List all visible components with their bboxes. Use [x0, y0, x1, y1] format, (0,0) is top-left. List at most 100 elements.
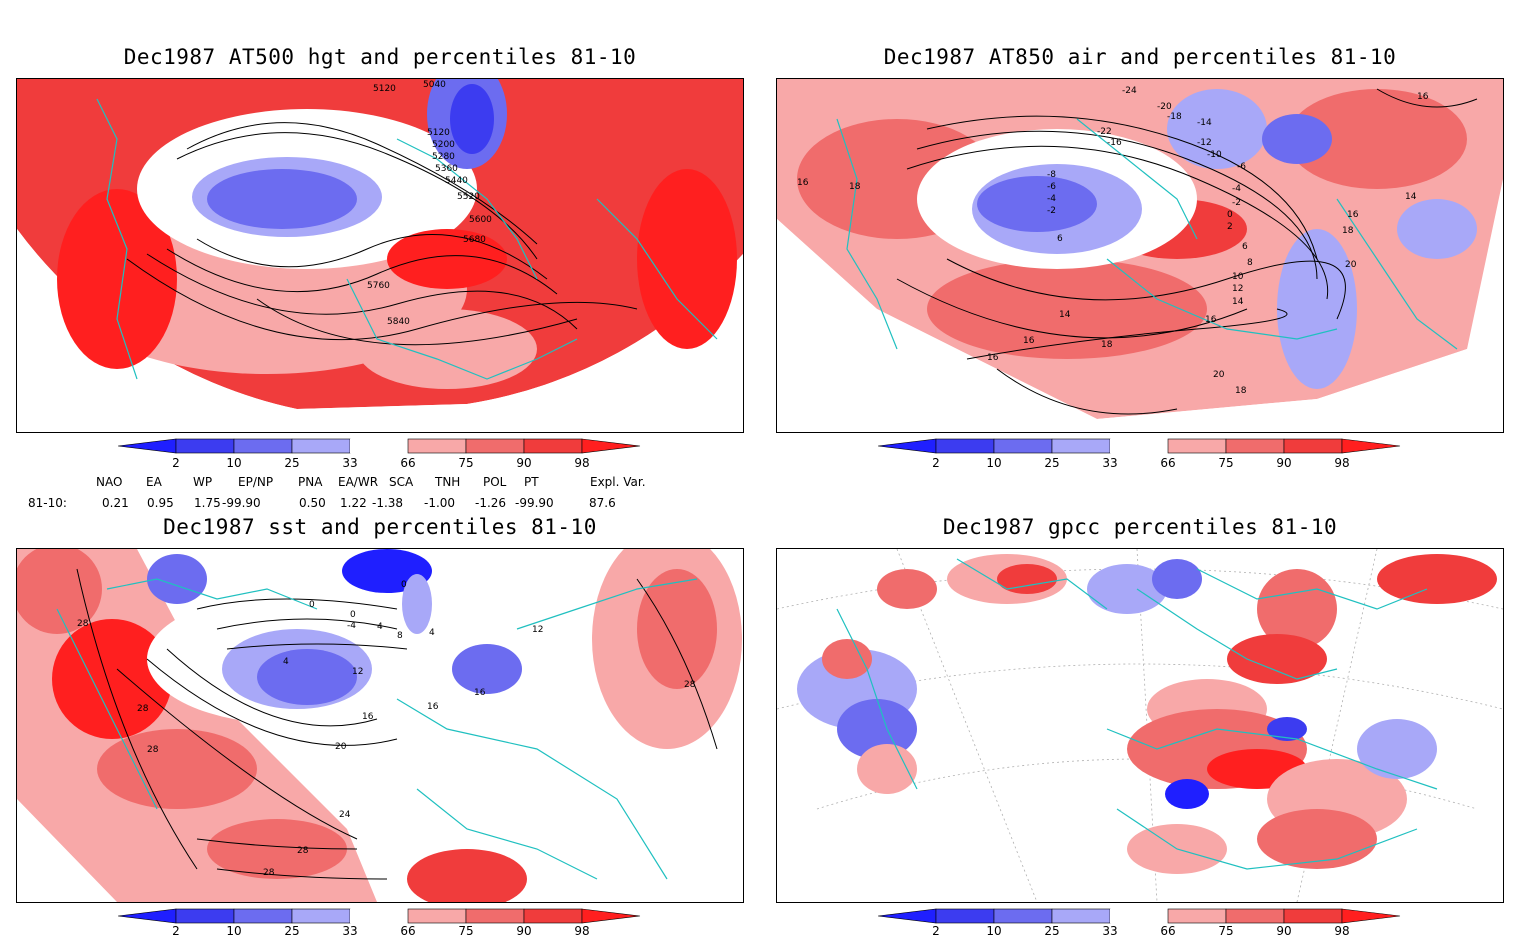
- colorbar-label: 10: [986, 456, 1002, 470]
- colorbar-segment: [118, 438, 177, 454]
- index-value: -99.90: [515, 496, 554, 510]
- colorbar-label: 10: [226, 924, 242, 938]
- svg-text:-2: -2: [1047, 206, 1056, 216]
- svg-text:16: 16: [362, 712, 374, 722]
- colorbar-segment: [465, 438, 525, 454]
- svg-text:0: 0: [309, 600, 315, 610]
- svg-text:16: 16: [1347, 210, 1359, 220]
- map-air: -24 -20 -18 -22 -16 -14 -12 -10 -8 -6 -4…: [776, 78, 1504, 433]
- svg-text:20: 20: [335, 742, 347, 752]
- colorbar-segment: [350, 439, 408, 453]
- panel-title-sst: Dec1987 sst and percentiles 81-10: [163, 515, 597, 539]
- colorbar-segment: [1341, 438, 1401, 454]
- index-name: PNA: [298, 475, 323, 489]
- svg-text:28: 28: [137, 704, 149, 714]
- svg-text:5440: 5440: [445, 176, 468, 186]
- colorbar-segment: [935, 908, 995, 924]
- colorbar-label: 2: [932, 924, 940, 938]
- index-name: SCA: [389, 475, 414, 489]
- svg-text:12: 12: [352, 667, 363, 677]
- colorbar-air: 2 10 25 33 66 75 90 98: [878, 436, 1438, 476]
- colorbar-label: 66: [400, 924, 416, 938]
- colorbar-gpcc: 2 10 25 33 66 75 90 98: [878, 906, 1438, 946]
- indices-row-label: 81-10:: [28, 496, 67, 510]
- colorbar-label: 33: [1102, 456, 1118, 470]
- colorbar-sst: 2 10 25 33 66 75 90 98: [118, 906, 678, 946]
- svg-text:14: 14: [1232, 297, 1244, 307]
- svg-text:28: 28: [297, 846, 309, 856]
- colorbar-segment: [407, 908, 467, 924]
- colorbar-segment: [1225, 908, 1285, 924]
- colorbar-label: 66: [400, 456, 416, 470]
- colorbar-label: 66: [1160, 456, 1176, 470]
- colorbar-segment: [233, 438, 293, 454]
- svg-text:5520: 5520: [457, 192, 480, 202]
- colorbar-segment: [175, 438, 235, 454]
- svg-text:-4: -4: [347, 621, 356, 631]
- svg-text:0: 0: [1227, 210, 1233, 220]
- svg-text:8: 8: [1247, 258, 1253, 268]
- colorbar-label: 25: [284, 924, 300, 938]
- colorbar-label: 75: [1218, 456, 1234, 470]
- colorbar-label: 98: [574, 924, 590, 938]
- colorbar-label: 75: [1218, 924, 1234, 938]
- index-name: POL: [483, 475, 507, 489]
- colorbar-label: 33: [1102, 924, 1118, 938]
- svg-text:5120: 5120: [373, 84, 396, 94]
- svg-text:5200: 5200: [432, 140, 455, 150]
- colorbar-segment: [1110, 439, 1168, 453]
- svg-text:16: 16: [1417, 92, 1429, 102]
- index-value: 0.21: [102, 496, 129, 510]
- colorbar-label: 90: [1276, 924, 1292, 938]
- colorbar-segment: [233, 908, 293, 924]
- colorbar-segment: [878, 438, 937, 454]
- index-value: -99.90: [222, 496, 261, 510]
- index-name: WP: [193, 475, 213, 489]
- colorbar-segment: [1167, 438, 1227, 454]
- colorbar-segment: [878, 908, 937, 924]
- svg-text:4: 4: [283, 657, 289, 667]
- panel-title-hgt: Dec1987 AT500 hgt and percentiles 81-10: [123, 45, 637, 69]
- svg-text:6: 6: [1057, 234, 1063, 244]
- svg-text:-4: -4: [1047, 194, 1056, 204]
- svg-text:16: 16: [797, 178, 809, 188]
- index-value: 1.22: [340, 496, 367, 510]
- index-name: EP/NP: [238, 475, 274, 489]
- svg-text:16: 16: [1023, 336, 1035, 346]
- index-name: EA/WR: [338, 475, 379, 489]
- colorbar-label: 2: [932, 456, 940, 470]
- colorbar-label: 25: [284, 456, 300, 470]
- index-name: Expl. Var.: [590, 475, 646, 489]
- colorbar-label: 2: [172, 924, 180, 938]
- svg-text:5840: 5840: [387, 317, 410, 327]
- svg-text:-6: -6: [1047, 182, 1056, 192]
- svg-text:12: 12: [1232, 284, 1243, 294]
- colorbar-label: 10: [226, 456, 242, 470]
- map-sst: 0 0 -4 4 8 4 0 4 12 16 20 24 28 28 28 28…: [16, 548, 744, 903]
- svg-text:0: 0: [350, 610, 356, 620]
- svg-text:-4: -4: [1232, 184, 1241, 194]
- map-gpcc: [776, 548, 1504, 903]
- colorbar-hgt: 2 10 25 33 66 75 90 98: [118, 436, 678, 476]
- index-value: -1.38: [372, 496, 404, 510]
- svg-text:5600: 5600: [469, 215, 492, 225]
- colorbar-segment: [935, 438, 995, 454]
- svg-text:6: 6: [1242, 242, 1248, 252]
- svg-text:5280: 5280: [432, 152, 455, 162]
- svg-text:-18: -18: [1167, 112, 1182, 122]
- index-value: 0.50: [299, 496, 326, 510]
- svg-text:5120: 5120: [427, 128, 450, 138]
- svg-text:-22: -22: [1097, 127, 1112, 137]
- svg-text:2: 2: [1227, 222, 1233, 232]
- colorbar-label: 10: [986, 924, 1002, 938]
- colorbar-label: 75: [458, 456, 474, 470]
- colorbar-segment: [175, 908, 235, 924]
- svg-text:16: 16: [987, 353, 999, 363]
- svg-text:5760: 5760: [367, 281, 390, 291]
- colorbar-label: 75: [458, 924, 474, 938]
- colorbar-segment: [993, 908, 1053, 924]
- colorbar-segment: [291, 438, 351, 454]
- svg-text:28: 28: [263, 868, 275, 878]
- svg-text:4: 4: [377, 622, 383, 632]
- colorbar-segment: [1225, 438, 1285, 454]
